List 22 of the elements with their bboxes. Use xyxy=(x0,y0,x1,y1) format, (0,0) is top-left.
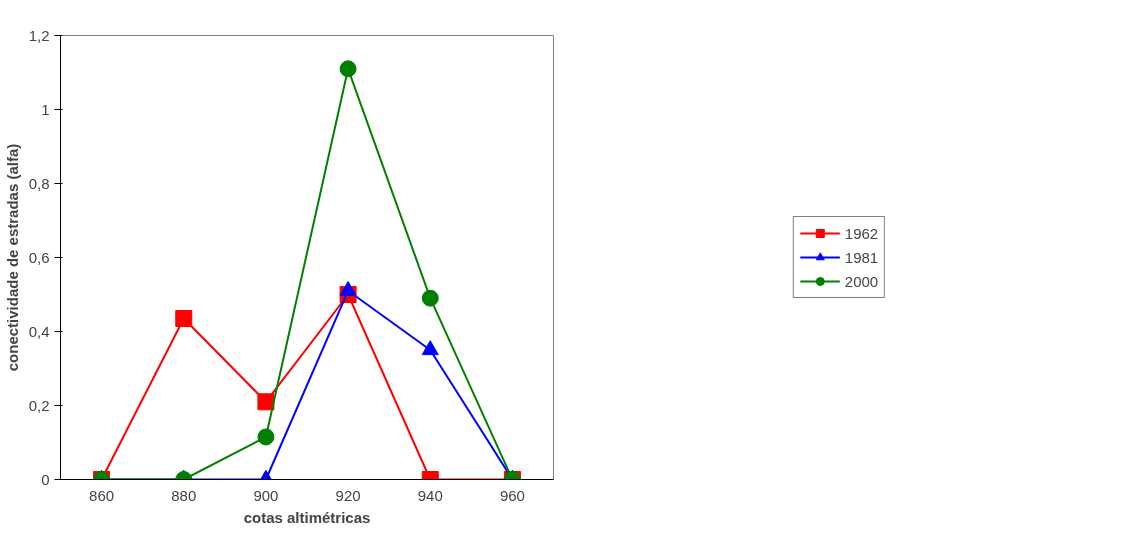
y-tick-label: 0,4 xyxy=(28,322,50,340)
x-tick-label: 860 xyxy=(89,486,115,504)
point xyxy=(421,340,439,356)
y-tick-label: 0,6 xyxy=(28,248,50,266)
point xyxy=(175,310,193,328)
y-tick-label: 1 xyxy=(41,100,50,118)
x-tick-label: 900 xyxy=(253,486,279,504)
point xyxy=(339,281,357,296)
x-tick-label: 920 xyxy=(335,486,361,504)
x-tick-label: 960 xyxy=(499,486,525,504)
x-axis-title: cotas altimétricas xyxy=(243,508,371,526)
legend-label: 2000 xyxy=(844,272,879,290)
point xyxy=(421,289,439,307)
legend-label: 1962 xyxy=(844,224,879,242)
y-tick-label: 0,8 xyxy=(28,174,50,192)
y-tick-label: 1,2 xyxy=(28,26,50,44)
y-axis-title: conectividade de estradas (alfa) xyxy=(3,143,21,372)
legend-label: 1981 xyxy=(844,248,879,266)
y-tick-label: 0,2 xyxy=(28,396,50,414)
x-tick-label: 880 xyxy=(171,486,197,504)
y-tick-label: 0 xyxy=(41,470,50,488)
x-tick-label: 940 xyxy=(417,486,443,504)
